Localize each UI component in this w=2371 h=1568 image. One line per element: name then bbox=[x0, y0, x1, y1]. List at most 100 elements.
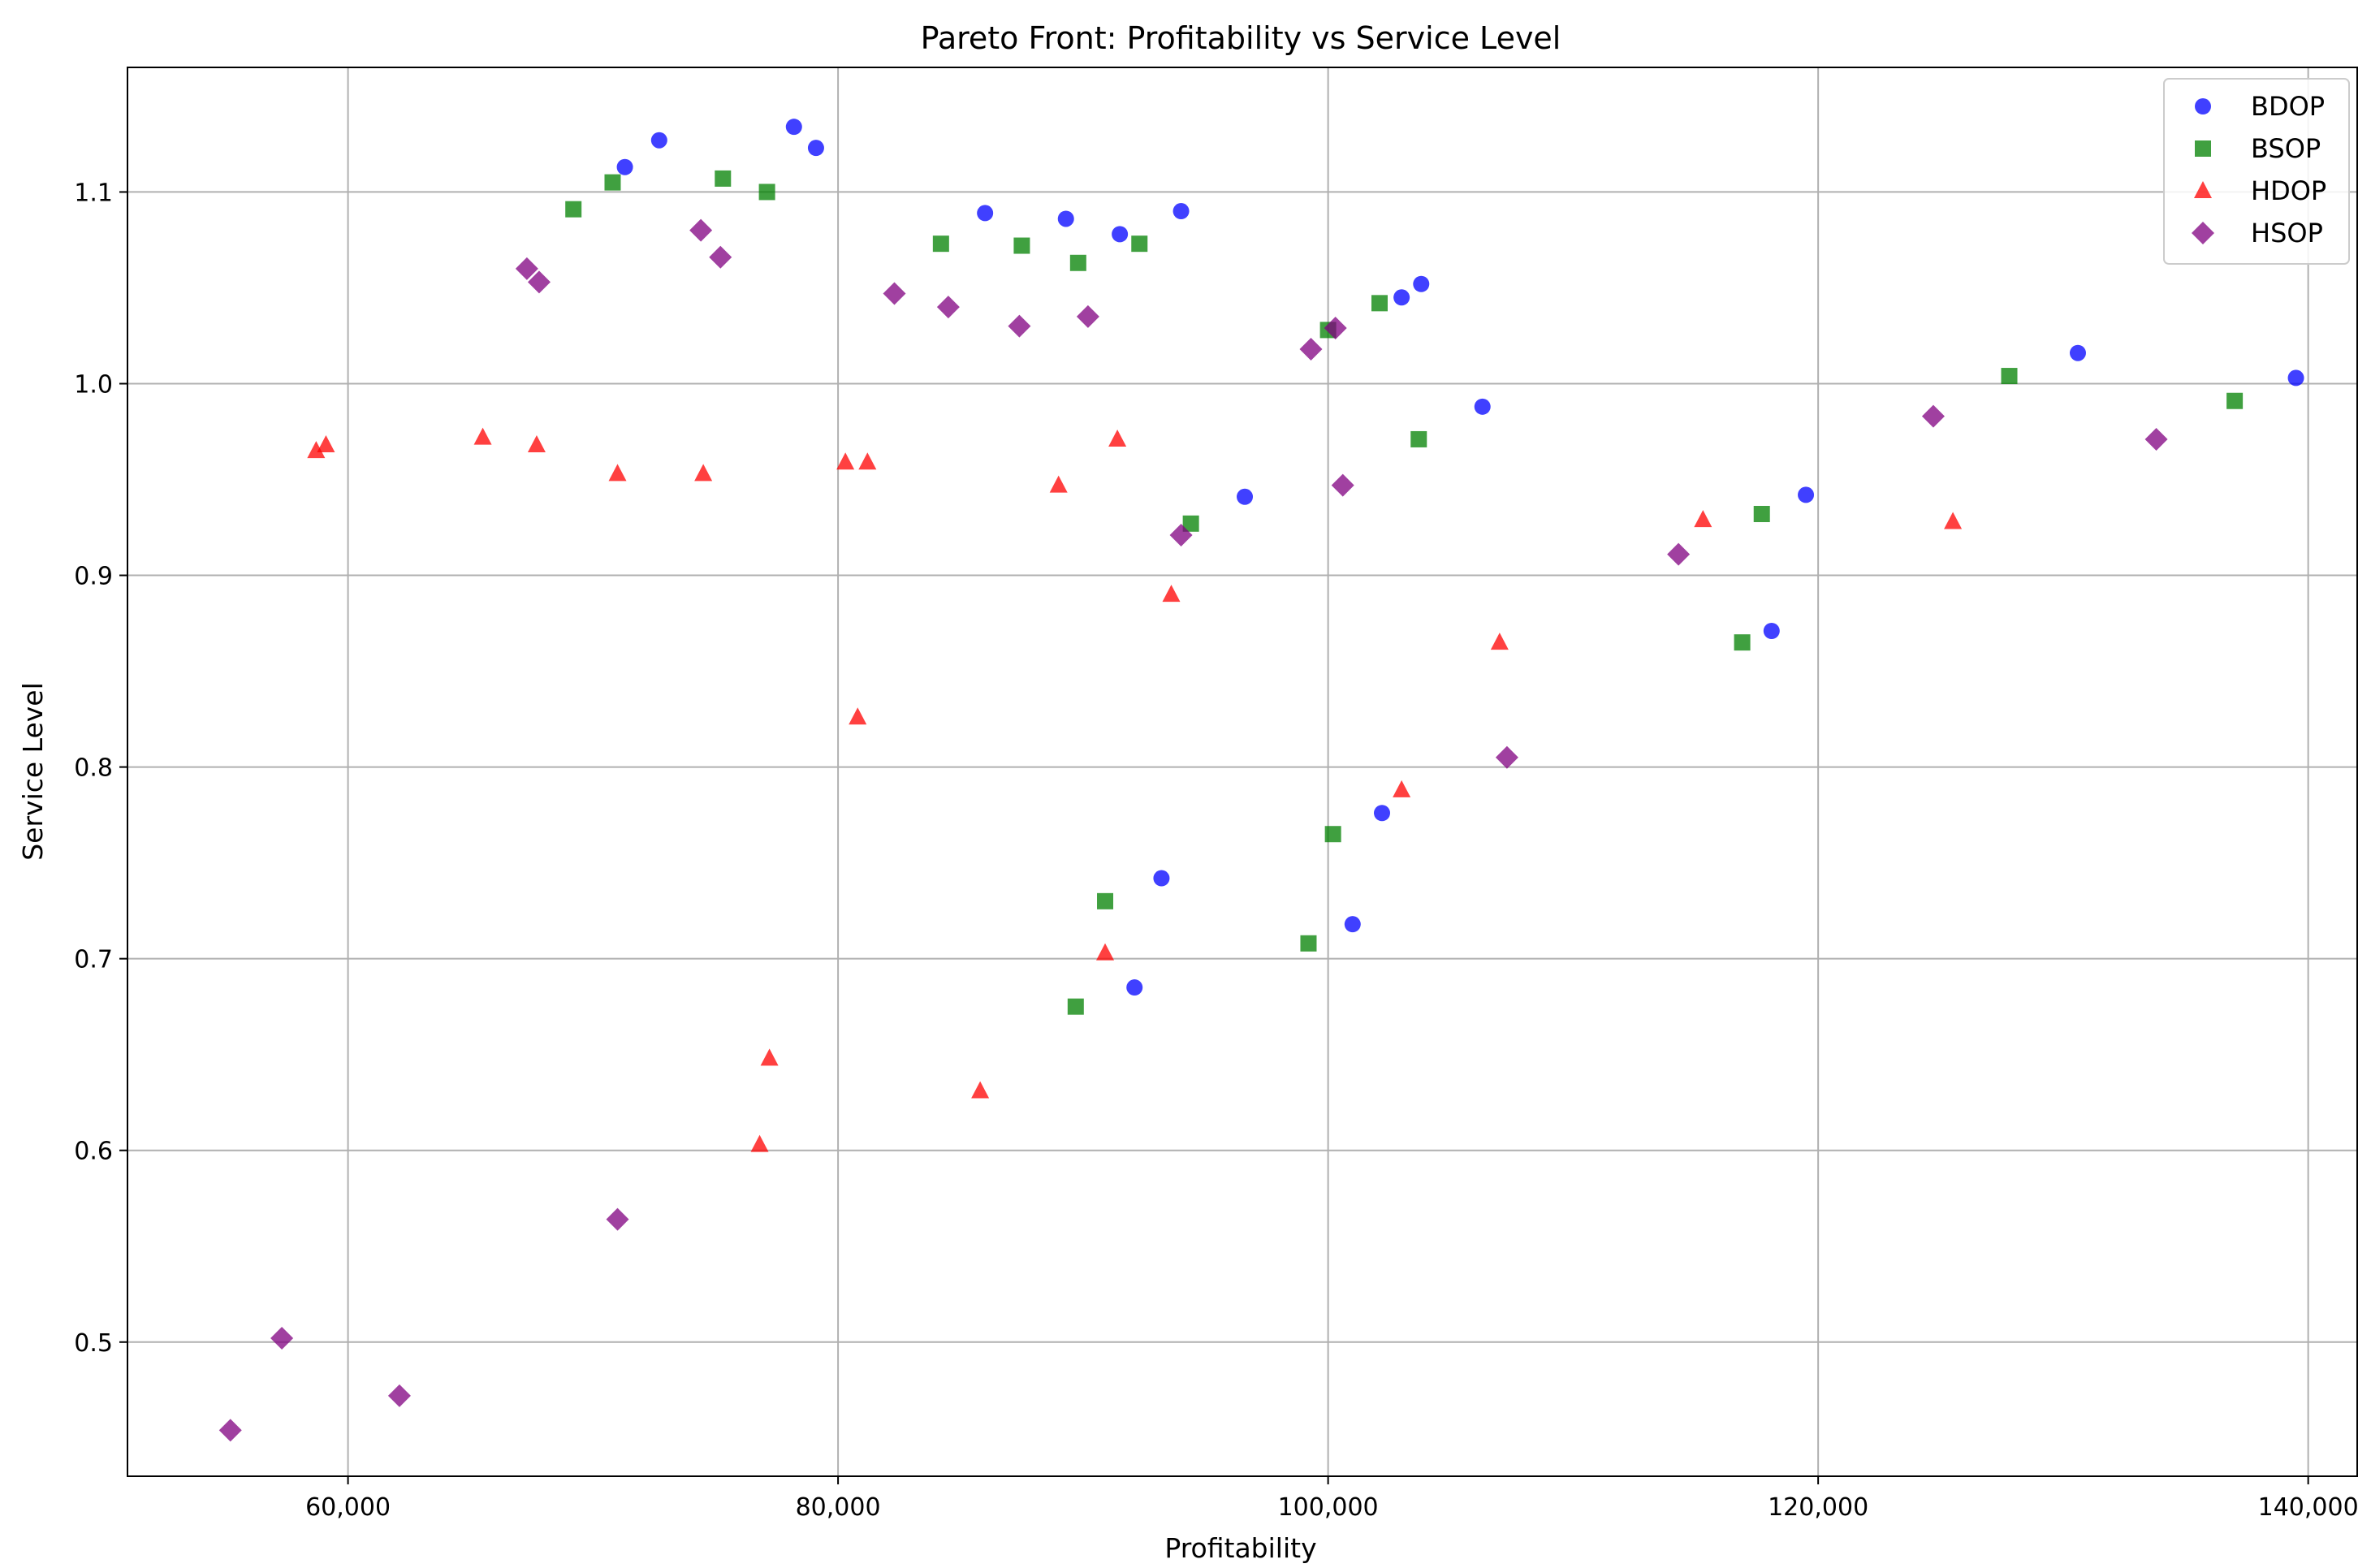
point-hsop bbox=[1169, 523, 1193, 546]
point-hsop bbox=[527, 270, 551, 294]
point-bdop bbox=[1173, 203, 1190, 220]
point-hsop bbox=[270, 1327, 294, 1350]
point-hsop bbox=[1921, 404, 1945, 428]
series-hsop bbox=[218, 218, 2168, 1442]
point-hsop bbox=[606, 1207, 629, 1231]
legend-label: HDOP bbox=[2251, 175, 2326, 206]
point-bsop bbox=[1753, 506, 1770, 523]
x-axis-ticks: 60,000 80,000 100,000 120,000 140,000 bbox=[305, 1476, 2359, 1522]
point-hdop bbox=[1162, 585, 1181, 603]
point-bsop bbox=[1131, 235, 1148, 253]
y-tick-label: 1.0 bbox=[74, 370, 113, 399]
point-hdop bbox=[1490, 633, 1509, 650]
y-tick-label: 0.9 bbox=[74, 563, 113, 591]
point-hdop bbox=[858, 452, 877, 470]
point-bdop bbox=[785, 119, 802, 136]
point-bdop bbox=[1798, 486, 1815, 503]
data-points bbox=[218, 119, 2304, 1442]
point-hdop bbox=[971, 1081, 990, 1099]
point-hdop bbox=[608, 464, 627, 482]
point-hsop bbox=[218, 1419, 242, 1442]
point-hsop bbox=[689, 218, 713, 242]
point-hdop bbox=[836, 452, 855, 470]
point-bdop bbox=[1126, 979, 1143, 996]
point-bsop bbox=[715, 170, 732, 187]
legend-label: BDOP bbox=[2251, 91, 2325, 122]
point-bdop bbox=[807, 140, 824, 157]
x-tick-label: 60,000 bbox=[305, 1493, 391, 1522]
y-axis-label: Service Level bbox=[17, 682, 49, 861]
y-tick-label: 0.6 bbox=[74, 1138, 113, 1166]
point-bsop bbox=[1410, 430, 1427, 447]
point-bdop bbox=[616, 158, 633, 175]
x-tick-label: 100,000 bbox=[1278, 1493, 1379, 1522]
point-hsop bbox=[936, 296, 960, 319]
point-hsop bbox=[1299, 338, 1323, 361]
point-bsop bbox=[1097, 892, 1114, 909]
legend-marker-hdop bbox=[2194, 181, 2212, 198]
point-hdop bbox=[694, 464, 713, 482]
point-bdop bbox=[977, 205, 994, 222]
legend-entry-bdop: BDOP bbox=[2195, 91, 2325, 122]
point-bdop bbox=[650, 132, 667, 149]
point-bsop bbox=[1013, 237, 1030, 254]
y-tick-label: 0.8 bbox=[74, 754, 113, 783]
legend-entry-hsop: HSOP bbox=[2192, 218, 2323, 248]
point-hsop bbox=[515, 257, 538, 280]
point-hsop bbox=[2144, 427, 2168, 451]
y-tick-label: 1.1 bbox=[74, 179, 113, 207]
point-bsop bbox=[932, 235, 949, 253]
x-axis-label: Profitability bbox=[1164, 1532, 1316, 1564]
point-bdop bbox=[2287, 369, 2304, 387]
series-hdop bbox=[307, 427, 1963, 1152]
x-tick-label: 120,000 bbox=[1768, 1493, 1868, 1522]
point-bsop bbox=[1324, 826, 1341, 843]
grid-lines bbox=[127, 67, 2357, 1476]
point-bdop bbox=[1112, 226, 1129, 243]
point-hsop bbox=[1008, 314, 1031, 338]
point-hsop bbox=[1495, 745, 1518, 769]
point-bdop bbox=[1763, 623, 1780, 639]
chart-title: Pareto Front: Profitability vs Service L… bbox=[921, 20, 1561, 56]
point-hdop bbox=[1944, 512, 1963, 529]
point-hdop bbox=[1096, 943, 1115, 961]
point-bdop bbox=[1374, 805, 1391, 822]
point-hdop bbox=[1108, 429, 1127, 447]
y-axis-ticks: 0.5 0.6 0.7 0.8 0.9 1.0 1.1 bbox=[74, 179, 127, 1358]
point-hsop bbox=[1324, 317, 1347, 340]
point-bsop bbox=[758, 184, 775, 201]
point-hdop bbox=[760, 1048, 779, 1066]
point-bdop bbox=[1057, 210, 1074, 227]
point-hdop bbox=[473, 427, 492, 445]
legend-entry-bsop: BSOP bbox=[2195, 133, 2321, 164]
legend-box bbox=[2163, 78, 2350, 265]
point-bdop bbox=[2069, 344, 2086, 361]
point-bdop bbox=[1413, 275, 1430, 292]
point-bsop bbox=[565, 201, 582, 218]
point-bsop bbox=[1371, 295, 1388, 312]
legend-marker-bsop bbox=[2195, 140, 2211, 157]
point-hdop bbox=[317, 435, 335, 453]
point-bsop bbox=[1069, 254, 1086, 271]
y-tick-label: 0.7 bbox=[74, 946, 113, 974]
legend-marker-bdop bbox=[2195, 98, 2211, 114]
point-bsop bbox=[2226, 392, 2244, 409]
point-bdop bbox=[1393, 289, 1410, 306]
point-hdop bbox=[527, 435, 546, 453]
point-bsop bbox=[1182, 515, 1199, 532]
x-tick-label: 80,000 bbox=[796, 1493, 881, 1522]
legend-marker-hsop bbox=[2192, 222, 2214, 244]
legend: BDOP BSOP HDOP HSOP bbox=[2163, 78, 2350, 265]
point-bdop bbox=[1474, 398, 1491, 415]
point-bdop bbox=[1344, 916, 1361, 933]
point-hdop bbox=[1393, 780, 1411, 797]
point-hdop bbox=[849, 707, 867, 725]
point-bsop bbox=[1067, 998, 1084, 1015]
point-bsop bbox=[604, 174, 621, 191]
point-hdop bbox=[1049, 475, 1068, 493]
point-hdop bbox=[1694, 510, 1712, 528]
legend-entry-hdop: HDOP bbox=[2194, 175, 2326, 206]
point-bsop bbox=[1734, 634, 1751, 651]
